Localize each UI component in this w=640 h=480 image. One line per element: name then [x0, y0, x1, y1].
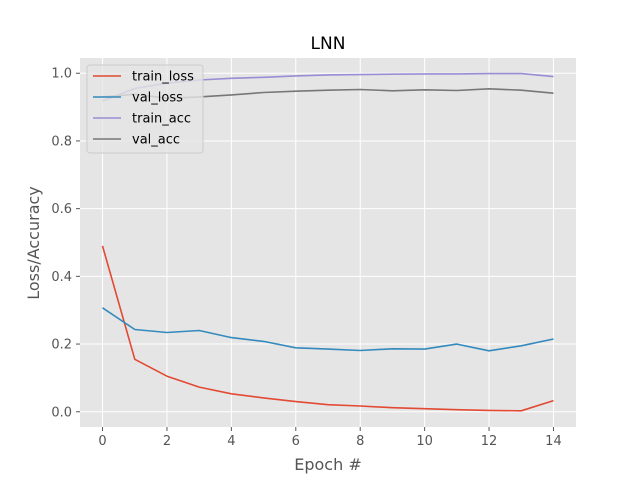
x-tick-label: 10 [416, 434, 433, 449]
x-tick-label: 6 [292, 434, 300, 449]
legend-label-train-loss: train_loss [132, 70, 194, 85]
legend-label-val-loss: val_loss [132, 91, 183, 106]
series-line-val-loss [102, 307, 554, 352]
x-tick-label: 0 [98, 434, 106, 449]
y-tick-label: 0.2 [51, 338, 72, 353]
x-tick-label: 8 [356, 434, 364, 449]
y-tick-label: 0.4 [51, 270, 72, 285]
y-tick-label: 1.0 [51, 67, 72, 82]
x-tick-label: 4 [227, 434, 235, 449]
y-tick-label: 0.8 [51, 134, 72, 149]
x-tick-label: 14 [545, 434, 562, 449]
legend-box [86, 64, 204, 154]
x-tick-label: 2 [163, 434, 171, 449]
series-line-train-loss [101, 245, 554, 412]
chart-title: LNN [311, 34, 346, 54]
legend-label-train-acc: train_acc [132, 112, 191, 127]
axis-ticks: 0 2 4 6 8 10 12 14 0.0 0.2 0.4 0.6 0.8 1.0 [51, 67, 561, 449]
legend: train_loss val_loss train_acc val_acc [86, 64, 204, 154]
x-tick-label: 12 [481, 434, 498, 449]
y-axis-label: Loss/Accuracy [24, 186, 43, 300]
grid-lines [80, 58, 576, 427]
y-tick-label: 0.6 [51, 202, 72, 217]
legend-label-val-acc: val_acc [132, 133, 180, 148]
x-axis-label: Epoch # [294, 455, 361, 474]
y-tick-label: 0.0 [51, 405, 72, 420]
